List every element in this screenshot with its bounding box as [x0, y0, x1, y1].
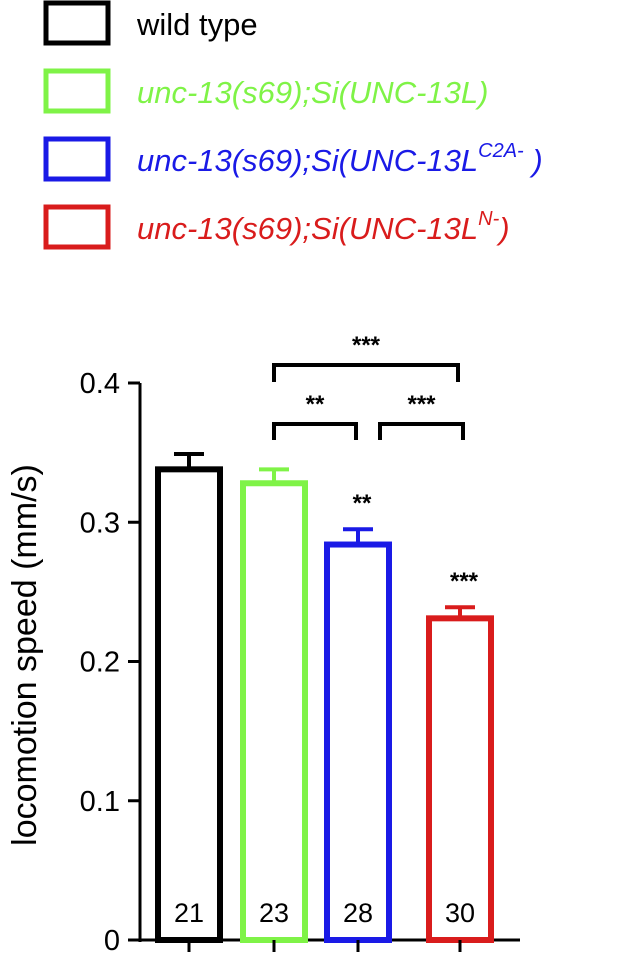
legend-label-main: unc-13(s69);Si(UNC-13L) — [137, 75, 488, 110]
sample-size-label: 28 — [343, 898, 373, 928]
y-tick-label: 0.2 — [80, 647, 120, 679]
y-tick-label: 0.1 — [80, 786, 120, 818]
legend-label-2: unc-13(s69);Si(UNC-13L) — [137, 75, 488, 110]
bar-1 — [155, 466, 223, 943]
legend-swatch-4 — [43, 204, 111, 250]
y-axis-label: locomotion speed (mm/s) — [6, 464, 44, 846]
comparison-bracket — [272, 422, 358, 440]
legend-label-main: wild type — [136, 7, 258, 42]
significance-label: ** — [353, 490, 372, 517]
y-tick-label: 0 — [104, 925, 120, 957]
sample-size-label: 30 — [445, 898, 475, 928]
plot-area: 00.10.20.30.421 23 28**30***** ****** — [80, 332, 520, 957]
sample-size-label: 21 — [174, 898, 204, 928]
comparison-significance-label: *** — [352, 332, 381, 359]
comparison-bracket — [378, 422, 465, 440]
comparison-significance-label: ** — [306, 391, 325, 418]
legend-label-suffix: ) — [524, 143, 543, 178]
y-tick-label: 0.4 — [80, 368, 120, 400]
legend: wild typeunc-13(s69);Si(UNC-13L)unc-13(s… — [43, 0, 543, 250]
significance-label: *** — [450, 568, 479, 595]
legend-label-1: wild type — [136, 7, 258, 42]
legend-swatch-1 — [43, 0, 111, 46]
legend-swatch-3 — [43, 136, 111, 182]
legend-label-suffix: ) — [495, 211, 509, 246]
bar-4 — [426, 615, 494, 944]
legend-label-main: unc-13(s69);Si(UNC-13L — [137, 143, 478, 178]
legend-label-4: unc-13(s69);Si(UNC-13LN-) — [137, 208, 510, 246]
legend-label-superscript: N- — [478, 208, 499, 230]
legend-label-superscript: C2A- — [478, 140, 524, 162]
bar-3 — [324, 541, 392, 944]
comparison-significance-label: *** — [407, 391, 436, 418]
comparison-bracket — [272, 363, 460, 382]
legend-label-main: unc-13(s69);Si(UNC-13L — [137, 211, 478, 246]
legend-swatch-2 — [43, 68, 111, 114]
legend-label-3: unc-13(s69);Si(UNC-13LC2A- ) — [137, 140, 543, 178]
y-tick-label: 0.3 — [80, 507, 120, 539]
bar-2 — [240, 480, 308, 943]
sample-size-label: 23 — [259, 898, 289, 928]
